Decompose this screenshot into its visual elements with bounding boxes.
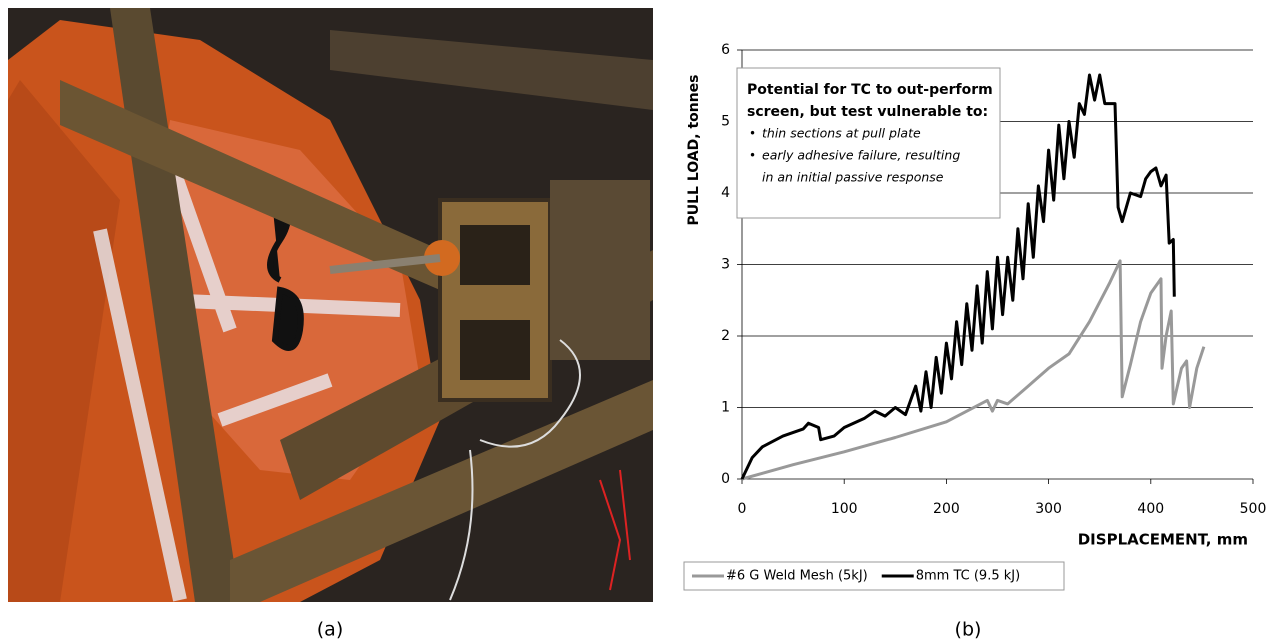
caption: (a) — [317, 619, 343, 641]
bullet-dot: • — [749, 127, 756, 141]
y-tick-label: 2 — [721, 328, 730, 344]
y-tick-label: 4 — [721, 185, 730, 201]
legend-label: 8mm TC (9.5 kJ) — [916, 569, 1020, 584]
annotation-bullet: thin sections at pull plate — [762, 126, 921, 141]
y-tick-label: 0 — [721, 471, 730, 487]
x-tick-label: 200 — [933, 501, 960, 517]
figure: (a) (b) PULL LOAD, tonnes DISPLACEMENT, … — [0, 0, 1268, 644]
x-tick-label: 100 — [831, 501, 858, 517]
bullet-dot: • — [749, 149, 756, 163]
x-tick-label: 300 — [1035, 501, 1062, 517]
x-tick-label: 400 — [1137, 501, 1164, 517]
caption: (b) — [955, 619, 982, 641]
y-tick-label: 5 — [721, 114, 730, 130]
x-tick-label: 0 — [738, 501, 747, 517]
annotation-bullet: early adhesive failure, resulting — [762, 148, 960, 163]
legend-label: #6 G Weld Mesh (5kJ) — [726, 569, 868, 584]
annotation-bullet: in an initial passive response — [762, 170, 944, 185]
annotation-title: screen, but test vulnerable to: — [747, 104, 988, 120]
y-tick-label: 1 — [721, 400, 730, 416]
y-tick-label: 6 — [721, 42, 730, 58]
y-tick-label: 3 — [721, 257, 730, 273]
x-axis-label: DISPLACEMENT, mm — [1078, 531, 1248, 549]
annotation-title: Potential for TC to out-perform — [747, 82, 993, 98]
data-line — [742, 261, 1204, 479]
photo — [8, 8, 653, 602]
y-axis-label: PULL LOAD, tonnes — [686, 74, 702, 225]
x-tick-label: 500 — [1240, 501, 1267, 517]
